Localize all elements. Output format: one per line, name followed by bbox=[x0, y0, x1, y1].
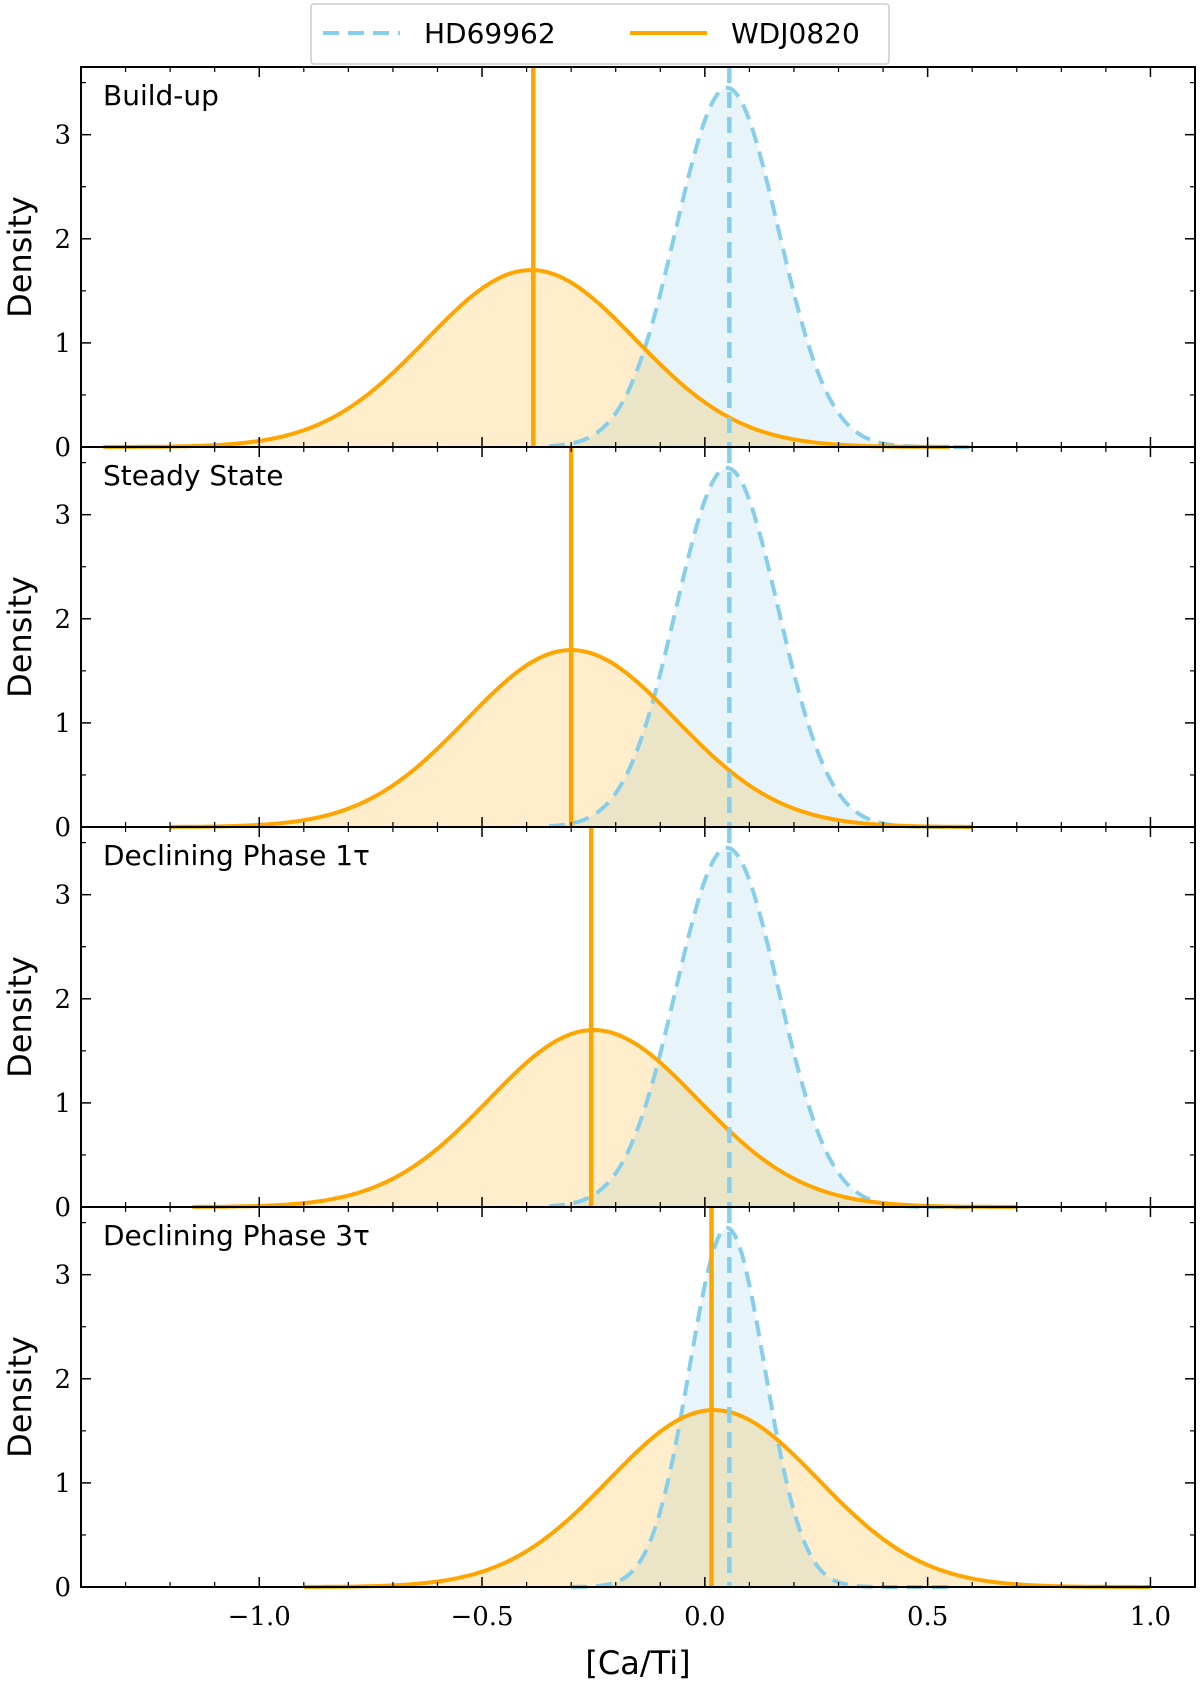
density-curve-wdj0820 bbox=[103, 267, 950, 449]
density-fill-wdj0820 bbox=[303, 1410, 1151, 1587]
y-tick-label: 1 bbox=[54, 1469, 71, 1499]
panel-label: Declining Phase 3τ bbox=[103, 1219, 370, 1252]
x-tick-label: 0.5 bbox=[907, 1602, 948, 1632]
panels: 0 1 2 3 Build-up Density 0 1 2 3 Steady State Densi… bbox=[1, 66, 1196, 1603]
panel-label: Steady State bbox=[103, 459, 284, 492]
legend-box bbox=[310, 3, 890, 65]
density-curve-hd69962 bbox=[548, 845, 973, 1209]
y-tick-label: 2 bbox=[54, 985, 71, 1015]
x-tick-label: −1.0 bbox=[228, 1602, 291, 1632]
y-tick-label: 3 bbox=[54, 1261, 71, 1291]
legend-label-wdj0820: WDJ0820 bbox=[731, 17, 860, 50]
density-fill-hd69962 bbox=[571, 1227, 950, 1587]
y-tick-label: 1 bbox=[54, 329, 71, 359]
y-tick-label: 1 bbox=[54, 1089, 71, 1119]
y-tick-label: 0 bbox=[54, 813, 71, 843]
x-axis: −1.0 −0.5 0.0 0.5 1.0 [Ca/Ti] bbox=[228, 1602, 1171, 1682]
x-tick-label: 0.0 bbox=[684, 1602, 725, 1632]
density-curve-hd69962 bbox=[548, 85, 973, 449]
panel-frame bbox=[80, 1206, 1196, 1588]
y-tick-label: 2 bbox=[54, 605, 71, 635]
y-axis-title: Density bbox=[1, 576, 39, 698]
y-tick-label: 3 bbox=[54, 881, 71, 911]
y-tick-label: 2 bbox=[54, 1365, 71, 1395]
panel-1: 0 1 2 3 Build-up Density bbox=[1, 66, 1196, 463]
x-tick-label: 1.0 bbox=[1130, 1602, 1171, 1632]
panel-3: 0 1 2 3 Declining Phase 1τ Density bbox=[1, 826, 1196, 1223]
density-curve-wdj0820 bbox=[192, 1027, 1017, 1209]
panel-label: Declining Phase 1τ bbox=[103, 839, 370, 872]
panel-4: 0 1 2 3 Declining Phase 3τ Density bbox=[1, 1206, 1196, 1603]
density-fill-hd69962 bbox=[548, 467, 973, 827]
y-axis-title: Density bbox=[1, 196, 39, 318]
y-tick-label: 2 bbox=[54, 225, 71, 255]
x-tick-label: −0.5 bbox=[450, 1602, 513, 1632]
y-tick-label: 0 bbox=[54, 1193, 71, 1223]
y-tick-label: 0 bbox=[54, 1573, 71, 1603]
density-fill-hd69962 bbox=[548, 847, 973, 1207]
density-fill-wdj0820 bbox=[103, 270, 950, 447]
panel-label: Build-up bbox=[103, 79, 219, 112]
y-axis-title: Density bbox=[1, 956, 39, 1078]
y-tick-label: 1 bbox=[54, 709, 71, 739]
density-curve-hd69962 bbox=[548, 465, 973, 829]
y-tick-label: 0 bbox=[54, 433, 71, 463]
density-fill-wdj0820 bbox=[192, 1030, 1017, 1207]
panel-2: 0 1 2 3 Steady State Density bbox=[1, 446, 1196, 843]
y-axis-title: Density bbox=[1, 1336, 39, 1458]
y-tick-label: 3 bbox=[54, 121, 71, 151]
legend-label-hd69962: HD69962 bbox=[424, 17, 556, 50]
y-tick-label: 3 bbox=[54, 501, 71, 531]
legend: HD69962 WDJ0820 bbox=[310, 3, 890, 65]
x-axis-title: [Ca/Ti] bbox=[585, 1644, 690, 1682]
